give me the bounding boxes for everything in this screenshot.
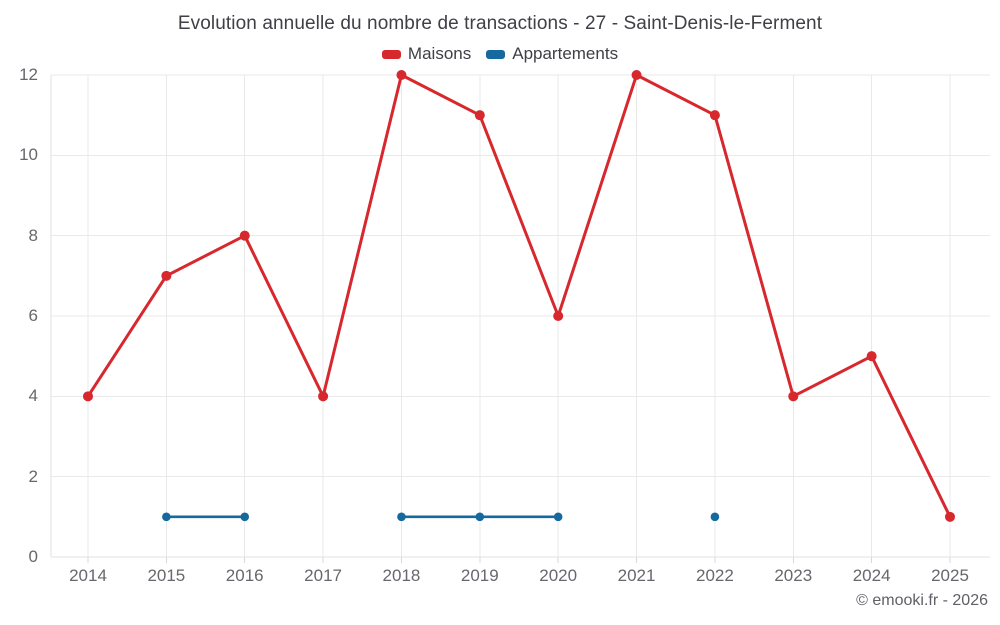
series-line-maisons — [86, 73, 952, 519]
data-point-maisons[interactable] — [709, 110, 720, 121]
y-tick-label: 6 — [28, 306, 38, 325]
data-point-appartements[interactable] — [397, 512, 406, 522]
chart-title: Evolution annuelle du nombre de transact… — [177, 13, 823, 34]
x-tick-label: 2020 — [539, 566, 578, 585]
data-point-maisons[interactable] — [945, 511, 955, 522]
legend-swatch-maisons — [381, 49, 401, 59]
x-tick-label: 2015 — [147, 566, 186, 585]
x-tick-label: 2017 — [304, 566, 342, 585]
chart-legend: Maisons Appartements — [0, 44, 1000, 64]
data-point-appartements[interactable] — [162, 512, 171, 522]
y-tick-label: 10 — [19, 145, 38, 165]
data-point-maisons[interactable] — [788, 391, 799, 402]
x-tick-label: 2021 — [617, 566, 656, 585]
x-tick-label: 2024 — [852, 566, 891, 585]
x-tick-label: 2025 — [931, 566, 969, 585]
data-point-maisons[interactable] — [83, 391, 93, 402]
x-tick-label: 2022 — [695, 566, 734, 585]
legend-label: Maisons — [407, 44, 472, 63]
data-point-maisons[interactable] — [161, 270, 172, 281]
legend-item-appartements[interactable]: Appartements — [486, 44, 618, 64]
y-tick-label: 8 — [28, 225, 38, 245]
data-point-maisons[interactable] — [239, 230, 250, 241]
data-point-maisons[interactable] — [318, 391, 329, 402]
x-tick-label: 2023 — [774, 566, 813, 585]
copyright: © emooki.fr - 2026 — [856, 592, 988, 609]
y-tick-label: 0 — [28, 547, 38, 566]
legend-label: Appartements — [512, 44, 619, 63]
data-point-maisons[interactable] — [553, 311, 564, 321]
data-point-maisons[interactable] — [474, 110, 485, 121]
legend-swatch-appartements — [486, 49, 506, 59]
y-tick-label: 12 — [19, 65, 38, 84]
data-point-appartements[interactable] — [240, 512, 250, 522]
data-point-appartements[interactable] — [710, 512, 720, 522]
data-point-appartements[interactable] — [553, 512, 563, 522]
y-tick-label: 4 — [28, 386, 38, 406]
x-tick-label: 2014 — [69, 566, 107, 585]
legend-item-maisons[interactable]: Maisons — [381, 44, 472, 64]
x-tick-label: 2018 — [382, 566, 421, 585]
data-point-maisons[interactable] — [396, 70, 407, 80]
data-point-appartements[interactable] — [475, 512, 485, 522]
x-tick-label: 2019 — [460, 566, 499, 585]
x-tick-label: 2016 — [225, 566, 264, 585]
data-point-maisons[interactable] — [631, 70, 642, 80]
data-point-maisons[interactable] — [866, 351, 877, 362]
y-tick-label: 2 — [28, 466, 38, 486]
